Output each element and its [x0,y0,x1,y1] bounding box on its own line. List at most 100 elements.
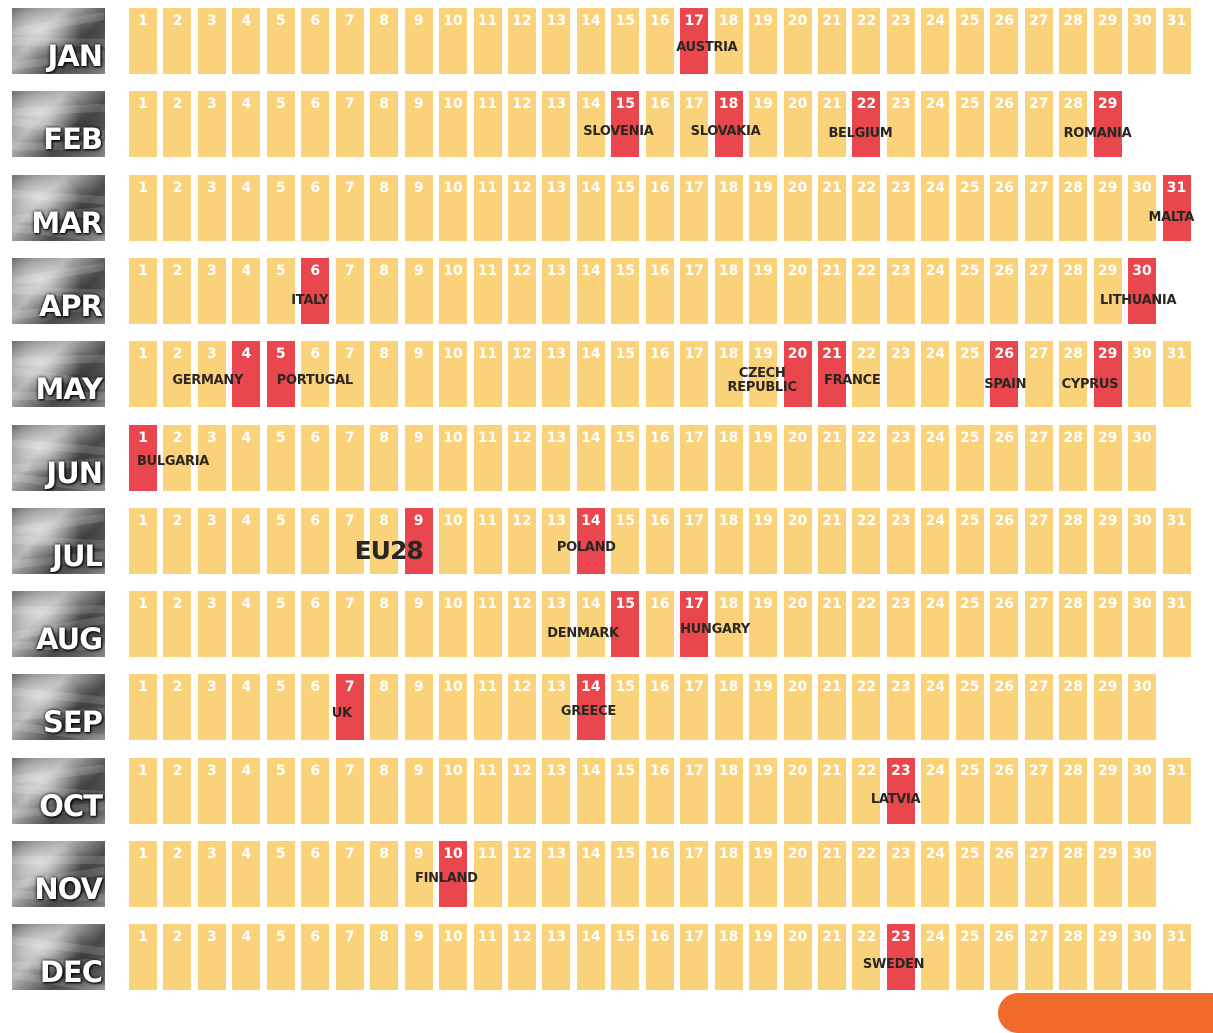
day-cell-mar-17[interactable]: 17 [680,174,709,241]
day-cell-jan-18[interactable]: 18 [714,8,743,74]
day-cell-jan-21[interactable]: 21 [818,8,846,74]
day-cell-may-8[interactable]: 8 [370,341,399,408]
day-cell-aug-21[interactable]: 21 [818,591,846,658]
day-cell-nov-22[interactable]: 22 [852,841,881,907]
day-cell-apr-2[interactable]: 2 [163,257,192,324]
day-cell-mar-1[interactable]: 1 [129,174,157,241]
day-cell-jun-23[interactable]: 23 [886,424,915,491]
day-cell-nov-14[interactable]: 14 [576,841,605,907]
day-cell-may-18[interactable]: 18 [714,341,743,408]
day-cell-jul-11[interactable]: 11 [473,507,502,574]
day-cell-may-1[interactable]: 1 [129,341,157,408]
day-cell-aug-6[interactable]: 6 [301,591,330,658]
day-cell-jul-23[interactable]: 23 [886,507,915,574]
day-cell-dec-29[interactable]: 29 [1093,924,1122,991]
day-cell-feb-4[interactable]: 4 [232,91,261,158]
day-cell-apr-25[interactable]: 25 [955,257,984,324]
day-cell-apr-14[interactable]: 14 [576,257,605,324]
day-cell-oct-18[interactable]: 18 [714,757,743,824]
day-cell-sep-28[interactable]: 28 [1059,674,1088,741]
day-cell-jul-5[interactable]: 5 [266,507,295,574]
day-cell-dec-5[interactable]: 5 [266,924,295,991]
day-cell-jul-26[interactable]: 26 [990,507,1019,574]
day-cell-jan-26[interactable]: 26 [990,8,1019,74]
day-cell-aug-3[interactable]: 3 [197,591,226,658]
day-cell-jan-19[interactable]: 19 [749,8,778,74]
day-cell-aug-23[interactable]: 23 [886,591,915,658]
day-cell-jan-31[interactable]: 31 [1162,8,1191,74]
day-cell-apr-19[interactable]: 19 [749,257,778,324]
day-cell-sep-23[interactable]: 23 [886,674,915,741]
day-cell-nov-8[interactable]: 8 [370,841,399,907]
day-cell-mar-23[interactable]: 23 [886,174,915,241]
day-cell-dec-24[interactable]: 24 [921,924,950,991]
day-cell-jul-7[interactable]: 7 [335,507,364,574]
day-cell-oct-7[interactable]: 7 [335,757,364,824]
day-cell-apr-12[interactable]: 12 [507,257,536,324]
day-cell-jun-4[interactable]: 4 [232,424,261,491]
day-cell-aug-8[interactable]: 8 [370,591,399,658]
day-cell-feb-23[interactable]: 23 [886,91,915,158]
day-cell-nov-25[interactable]: 25 [955,841,984,907]
day-cell-jun-29[interactable]: 29 [1093,424,1122,491]
day-cell-aug-30[interactable]: 30 [1128,591,1157,658]
day-cell-mar-22[interactable]: 22 [852,174,881,241]
day-cell-dec-30[interactable]: 30 [1128,924,1157,991]
day-cell-jul-9[interactable]: 9 [404,507,433,574]
day-cell-sep-21[interactable]: 21 [818,674,846,741]
day-cell-mar-27[interactable]: 27 [1024,174,1053,241]
day-cell-apr-29[interactable]: 29 [1093,257,1122,324]
day-cell-jul-13[interactable]: 13 [542,507,571,574]
day-cell-may-24[interactable]: 24 [921,341,950,408]
day-cell-sep-24[interactable]: 24 [921,674,950,741]
day-cell-sep-4[interactable]: 4 [232,674,261,741]
day-cell-mar-30[interactable]: 30 [1128,174,1157,241]
day-cell-aug-10[interactable]: 10 [439,591,468,658]
day-cell-oct-14[interactable]: 14 [576,757,605,824]
day-cell-mar-18[interactable]: 18 [714,174,743,241]
day-cell-jun-18[interactable]: 18 [714,424,743,491]
day-cell-oct-30[interactable]: 30 [1128,757,1157,824]
day-cell-jan-28[interactable]: 28 [1059,8,1088,74]
day-cell-jul-3[interactable]: 3 [197,507,226,574]
day-cell-may-4[interactable]: 4 [232,341,261,408]
day-cell-oct-28[interactable]: 28 [1059,757,1088,824]
day-cell-jan-25[interactable]: 25 [955,8,984,74]
day-cell-nov-10[interactable]: 10 [439,841,468,907]
day-cell-nov-15[interactable]: 15 [611,841,640,907]
day-cell-sep-29[interactable]: 29 [1093,674,1122,741]
day-cell-jun-22[interactable]: 22 [852,424,881,491]
day-cell-dec-19[interactable]: 19 [749,924,778,991]
day-cell-feb-7[interactable]: 7 [335,91,364,158]
day-cell-may-9[interactable]: 9 [404,341,433,408]
day-cell-sep-7[interactable]: 7 [335,674,364,741]
day-cell-apr-7[interactable]: 7 [335,257,364,324]
day-cell-aug-14[interactable]: 14 [576,591,605,658]
day-cell-nov-4[interactable]: 4 [232,841,261,907]
day-cell-jul-16[interactable]: 16 [645,507,674,574]
day-cell-jan-10[interactable]: 10 [439,8,468,74]
day-cell-may-19[interactable]: 19 [749,341,778,408]
day-cell-aug-2[interactable]: 2 [163,591,192,658]
day-cell-jul-19[interactable]: 19 [749,507,778,574]
day-cell-may-10[interactable]: 10 [439,341,468,408]
day-cell-feb-27[interactable]: 27 [1024,91,1053,158]
day-cell-feb-16[interactable]: 16 [645,91,674,158]
day-cell-apr-18[interactable]: 18 [714,257,743,324]
day-cell-feb-26[interactable]: 26 [990,91,1019,158]
day-cell-nov-27[interactable]: 27 [1024,841,1053,907]
day-cell-mar-6[interactable]: 6 [301,174,330,241]
day-cell-apr-27[interactable]: 27 [1024,257,1053,324]
day-cell-aug-1[interactable]: 1 [129,591,157,658]
day-cell-apr-13[interactable]: 13 [542,257,571,324]
day-cell-jul-12[interactable]: 12 [507,507,536,574]
day-cell-jul-29[interactable]: 29 [1093,507,1122,574]
day-cell-may-2[interactable]: 2 [163,341,192,408]
day-cell-jan-4[interactable]: 4 [232,8,261,74]
day-cell-may-25[interactable]: 25 [955,341,984,408]
day-cell-feb-29[interactable]: 29 [1093,91,1122,158]
day-cell-apr-20[interactable]: 20 [783,257,812,324]
day-cell-apr-6[interactable]: 6 [301,257,330,324]
day-cell-jun-2[interactable]: 2 [163,424,192,491]
day-cell-dec-17[interactable]: 17 [680,924,709,991]
